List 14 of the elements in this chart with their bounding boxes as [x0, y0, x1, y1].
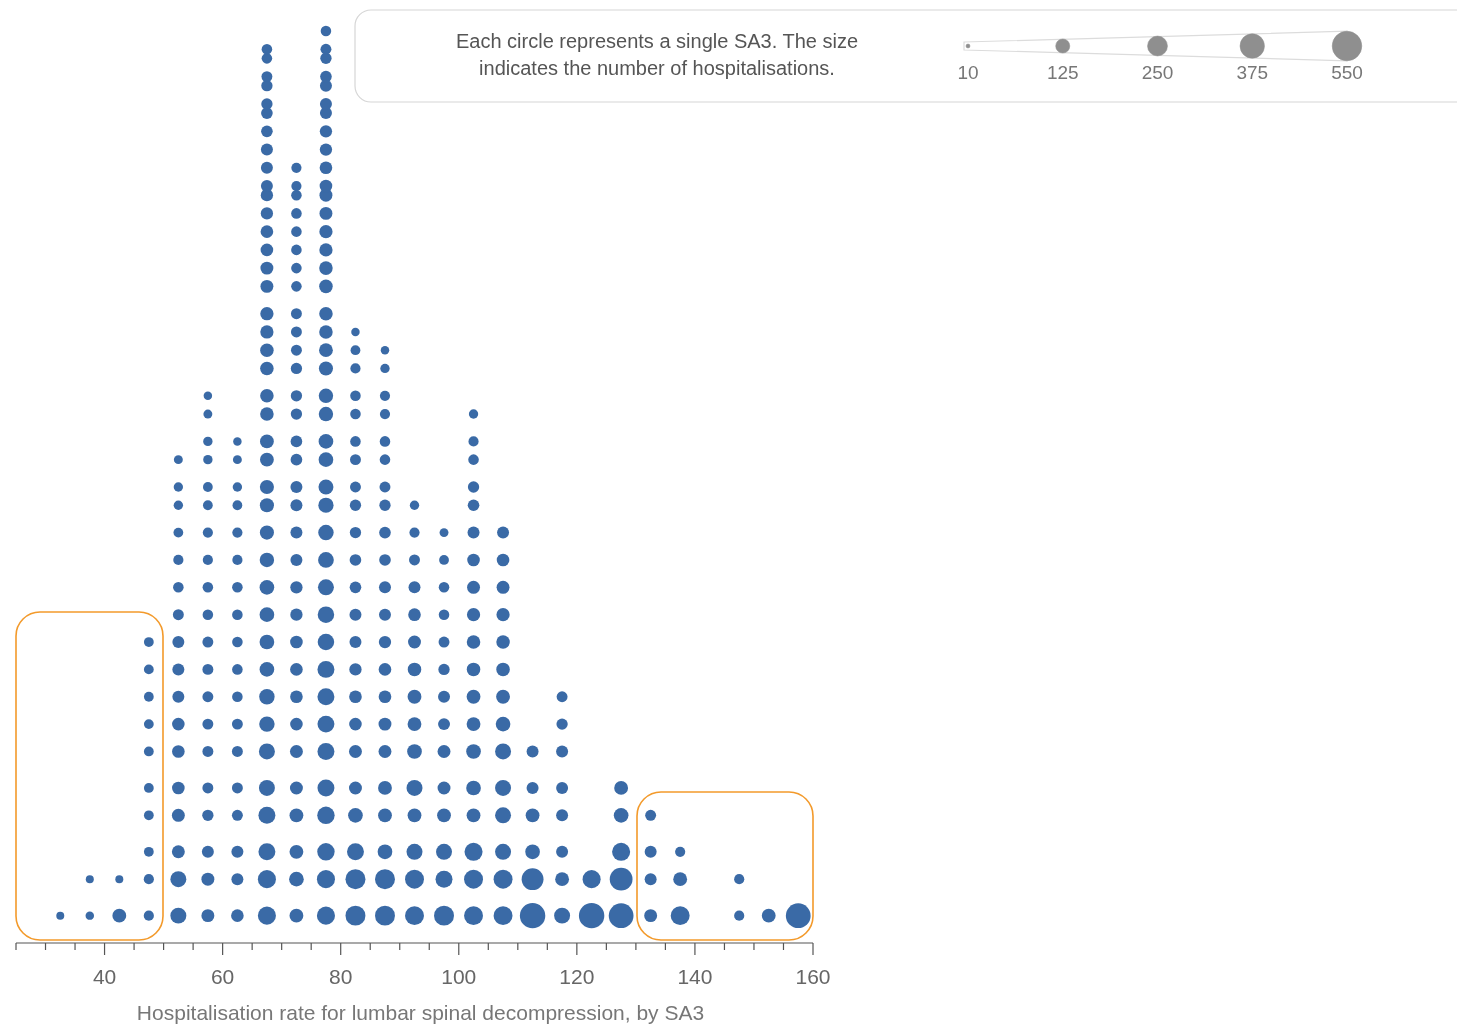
legend-label: 10	[957, 62, 979, 83]
x-tick-label: 140	[677, 965, 713, 988]
x-tick-label: 160	[795, 965, 831, 988]
x-tick-label: 120	[559, 965, 595, 988]
legend-label: 550	[1331, 62, 1363, 83]
x-tick-label: 40	[92, 965, 117, 988]
legend-label: 125	[1046, 62, 1079, 83]
legend-label: 250	[1141, 62, 1174, 83]
legend-label: 375	[1236, 62, 1269, 83]
legend-title: Each circle represents a single SA3. The size indicates the number of hospitalisations.	[455, 30, 859, 79]
x-tick-label: 60	[210, 965, 235, 988]
x-axis-title: Hospitalisation rate for lumbar spinal decompression, by SA3	[136, 1001, 705, 1024]
x-tick-label: 80	[329, 965, 353, 988]
x-tick-label: 100	[441, 965, 477, 988]
